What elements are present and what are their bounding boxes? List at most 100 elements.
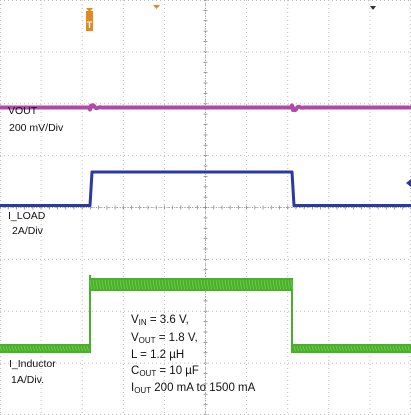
trigger-arrow bbox=[86, 8, 93, 12]
iout-condition: IOUT 200 mA to 1500 mA bbox=[131, 382, 256, 395]
iinductor-ripple bbox=[95, 279, 98, 290]
iinductor-ripple bbox=[389, 345, 392, 352]
iinductor-ripple bbox=[212, 279, 215, 290]
iinductor-ripple bbox=[218, 279, 221, 290]
iinductor-ripple bbox=[272, 279, 275, 290]
iinductor-ripple bbox=[350, 345, 353, 352]
iinductor-ripple bbox=[260, 279, 263, 290]
iinductor-ripple bbox=[74, 345, 77, 352]
iinductor-ripple bbox=[398, 345, 401, 352]
iinductor-ripple bbox=[41, 345, 44, 352]
iinductor-ripple bbox=[32, 345, 35, 352]
iinductor-ripple bbox=[20, 345, 23, 352]
iinductor-ripple bbox=[245, 279, 248, 290]
iinductor-ripple bbox=[332, 345, 335, 352]
iinductor-trace bbox=[0, 344, 90, 353]
iload-channel-name: I_LOAD bbox=[8, 210, 46, 222]
iinductor-ripple bbox=[365, 345, 368, 352]
iinductor-ripple bbox=[338, 345, 341, 352]
iinductor-ripple bbox=[65, 345, 68, 352]
iinductor-ripple bbox=[251, 279, 254, 290]
vin-condition: VIN = 3.6 V, bbox=[131, 314, 189, 327]
iinductor-ripple bbox=[317, 345, 320, 352]
iinductor-ripple bbox=[380, 345, 383, 352]
iinductor-ripple bbox=[293, 345, 296, 352]
iinductor-ripple bbox=[269, 279, 272, 290]
iinductor-ripple bbox=[383, 345, 386, 352]
iinductor-ripple bbox=[110, 279, 113, 290]
traces bbox=[0, 103, 411, 353]
iinductor-ripple bbox=[26, 345, 29, 352]
iinductor-ripple bbox=[356, 345, 359, 352]
iinductor-ripple bbox=[44, 345, 47, 352]
iinductor-ripple bbox=[158, 279, 161, 290]
iinductor-ripple bbox=[248, 279, 251, 290]
iinductor-ripple bbox=[38, 345, 41, 352]
iinductor-ripple bbox=[182, 279, 185, 290]
iinductor-ripple bbox=[104, 279, 107, 290]
top-right-marker bbox=[370, 6, 376, 10]
iinductor-ripple bbox=[236, 279, 239, 290]
iinductor-ripple bbox=[302, 345, 305, 352]
iinductor-ripple bbox=[35, 345, 38, 352]
iinductor-ripple bbox=[392, 345, 395, 352]
iinductor-ripple bbox=[341, 345, 344, 352]
iinductor-ripple bbox=[347, 345, 350, 352]
iinductor-ripple bbox=[29, 345, 32, 352]
iinductor-ripple bbox=[284, 279, 287, 290]
iinductor-ripple bbox=[275, 279, 278, 290]
iinductor-ripple bbox=[5, 345, 8, 352]
iinductor-ripple bbox=[185, 279, 188, 290]
iinductor-ripple bbox=[371, 345, 374, 352]
iinductor-ripple bbox=[299, 345, 302, 352]
iinductor-ripple bbox=[263, 279, 266, 290]
iinductor-ripple bbox=[311, 345, 314, 352]
iinductor-ripple bbox=[401, 345, 404, 352]
iinductor-ripple bbox=[221, 279, 224, 290]
iinductor-ripple bbox=[254, 279, 257, 290]
iinductor-ripple bbox=[386, 345, 389, 352]
iinductor-ripple bbox=[125, 279, 128, 290]
iinductor-ripple bbox=[0, 345, 2, 352]
iinductor-ripple bbox=[194, 279, 197, 290]
iinductor-ripple bbox=[17, 345, 20, 352]
iinductor-ripple bbox=[281, 279, 284, 290]
iinductor-ripple bbox=[128, 279, 131, 290]
iinductor-ripple bbox=[155, 279, 158, 290]
iinductor-ripple bbox=[320, 345, 323, 352]
trigger-marker-label: T bbox=[87, 20, 93, 30]
cout-condition: COUT = 10 µF bbox=[131, 364, 199, 378]
iinductor-ripple bbox=[107, 279, 110, 290]
iinductor-ripple bbox=[53, 345, 56, 352]
iinductor-ripple bbox=[395, 345, 398, 352]
iinductor-ripple bbox=[329, 345, 332, 352]
iinductor-ripple bbox=[80, 345, 83, 352]
iinductor-ripple bbox=[296, 345, 299, 352]
vout-condition: VOUT = 1.8 V, bbox=[131, 331, 198, 345]
iinductor-ripple bbox=[188, 279, 191, 290]
iinductor-ripple bbox=[407, 345, 410, 352]
iinductor-ripple bbox=[59, 345, 62, 352]
iinductor-ripple bbox=[344, 345, 347, 352]
vout-trace bbox=[0, 103, 411, 113]
iinductor-ripple bbox=[230, 279, 233, 290]
iinductor-ripple bbox=[305, 345, 308, 352]
iinductor-ripple bbox=[233, 279, 236, 290]
iinductor-ripple bbox=[170, 279, 173, 290]
iinductor-ripple bbox=[197, 279, 200, 290]
iinductor-ripple bbox=[200, 279, 203, 290]
iinductor-ripple bbox=[92, 279, 95, 290]
iinductor-ripple bbox=[209, 279, 212, 290]
iinductor-ripple bbox=[89, 279, 92, 290]
iinductor-ripple bbox=[101, 279, 104, 290]
iinductor-ripple bbox=[404, 345, 407, 352]
iload-trace bbox=[0, 170, 411, 207]
iinductor-ripple bbox=[176, 279, 179, 290]
iinductor-ripple bbox=[2, 345, 5, 352]
iinductor-ripple bbox=[161, 279, 164, 290]
vout-channel-name: VOUT bbox=[8, 105, 38, 117]
iinductor-ripple bbox=[71, 345, 74, 352]
iinductor-ripple bbox=[323, 345, 326, 352]
iinductor-ripple bbox=[203, 279, 206, 290]
iinductor-ripple bbox=[149, 279, 152, 290]
